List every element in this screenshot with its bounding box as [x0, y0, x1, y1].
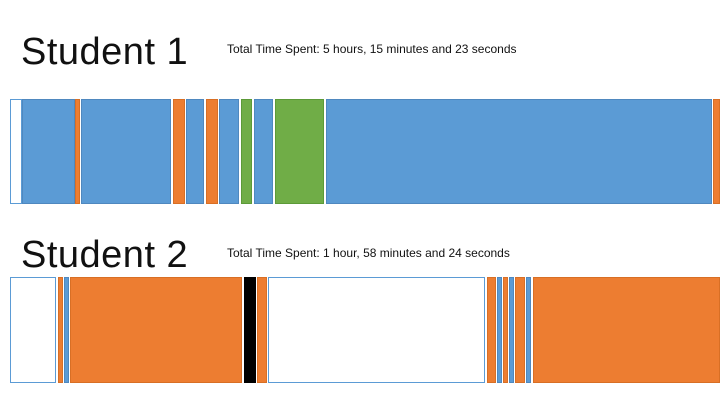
track1-segment-blue — [186, 99, 204, 204]
track1-segment-orange — [713, 99, 720, 204]
track1-segment-orange — [173, 99, 185, 204]
track2-segment-blue — [526, 277, 531, 383]
track1-segment-green — [275, 99, 324, 204]
track2-segment-orange — [515, 277, 525, 383]
track1-segment-white — [10, 99, 22, 204]
track1-segment-blue — [81, 99, 171, 204]
student-1-title: Student 1 — [21, 31, 189, 73]
track2-segment-orange — [487, 277, 496, 383]
track2-segment-black — [244, 277, 256, 383]
track2-segment-orange — [70, 277, 242, 383]
student-2-total-time: Total Time Spent: 1 hour, 58 minutes and… — [227, 246, 510, 260]
track2-segment-white — [268, 277, 485, 383]
track2-segment-orange — [58, 277, 63, 383]
student-2-timeline — [0, 277, 720, 383]
student-1-total-time: Total Time Spent: 5 hours, 15 minutes an… — [227, 42, 517, 56]
track2-segment-orange — [257, 277, 267, 383]
student-2-title: Student 2 — [21, 234, 189, 276]
track1-segment-blue — [254, 99, 273, 204]
track2-segment-orange — [533, 277, 720, 383]
track1-segment-orange — [75, 99, 80, 204]
student-1-timeline — [0, 99, 720, 204]
track1-segment-blue — [22, 99, 75, 204]
track2-segment-orange — [503, 277, 508, 383]
track2-segment-white — [10, 277, 56, 383]
track1-segment-green — [241, 99, 252, 204]
track1-segment-blue — [326, 99, 712, 204]
track2-segment-blue — [497, 277, 502, 383]
track1-segment-orange — [206, 99, 218, 204]
track2-segment-blue — [64, 277, 69, 383]
track2-segment-blue — [509, 277, 514, 383]
track1-segment-blue — [219, 99, 239, 204]
